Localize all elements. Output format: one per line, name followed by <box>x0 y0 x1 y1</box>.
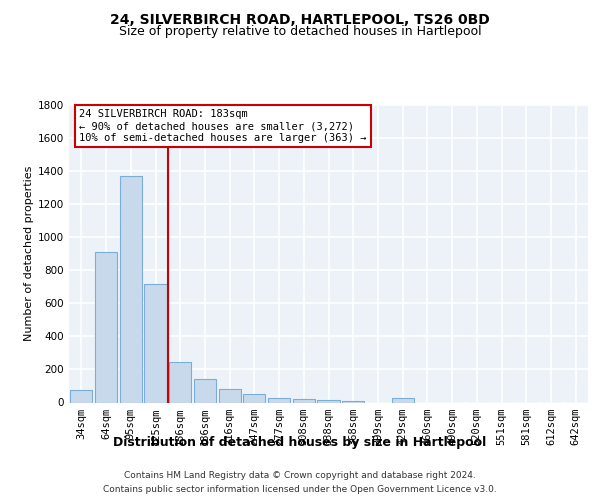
Bar <box>95 252 117 402</box>
Text: 24, SILVERBIRCH ROAD, HARTLEPOOL, TS26 0BD: 24, SILVERBIRCH ROAD, HARTLEPOOL, TS26 0… <box>110 12 490 26</box>
Bar <box>70 390 92 402</box>
Bar <box>317 400 340 402</box>
Bar <box>194 380 216 402</box>
Bar <box>218 390 241 402</box>
Bar <box>392 398 414 402</box>
Text: Distribution of detached houses by size in Hartlepool: Distribution of detached houses by size … <box>113 436 487 449</box>
Bar <box>145 284 167 403</box>
Bar <box>342 401 364 402</box>
Text: Contains HM Land Registry data © Crown copyright and database right 2024.: Contains HM Land Registry data © Crown c… <box>124 472 476 480</box>
Bar <box>119 176 142 402</box>
Y-axis label: Number of detached properties: Number of detached properties <box>24 166 34 342</box>
Text: 24 SILVERBIRCH ROAD: 183sqm
← 90% of detached houses are smaller (3,272)
10% of : 24 SILVERBIRCH ROAD: 183sqm ← 90% of det… <box>79 110 367 142</box>
Text: Contains public sector information licensed under the Open Government Licence v3: Contains public sector information licen… <box>103 484 497 494</box>
Bar <box>243 394 265 402</box>
Bar <box>268 398 290 402</box>
Bar <box>169 362 191 403</box>
Text: Size of property relative to detached houses in Hartlepool: Size of property relative to detached ho… <box>119 25 481 38</box>
Bar <box>293 399 315 402</box>
